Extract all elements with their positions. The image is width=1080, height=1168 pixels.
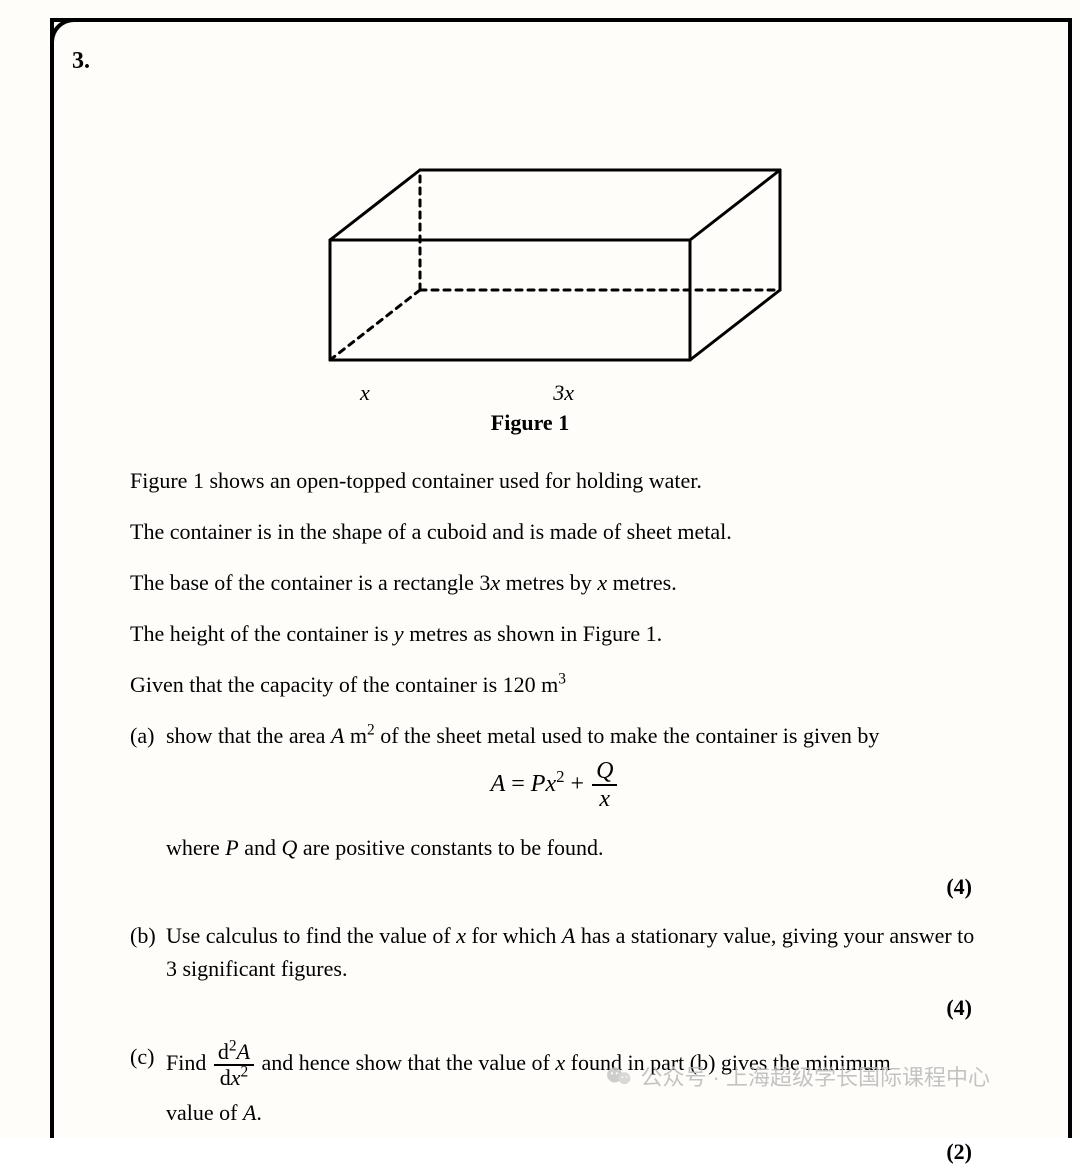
part-a-label: (a) bbox=[130, 719, 166, 752]
page-border-corner bbox=[50, 18, 82, 50]
watermark-text: 公众号 · 上海超级学长国际课程中心 bbox=[640, 1060, 990, 1092]
eqn-eq: = bbox=[511, 771, 531, 797]
wechat-icon bbox=[606, 1063, 632, 1089]
part-c-marks: (2) bbox=[130, 1135, 980, 1168]
part-a-tail: where P and Q are positive constants to … bbox=[130, 831, 980, 864]
part-a-tail-text: where P and Q are positive constants to … bbox=[166, 831, 980, 864]
part-c-derivative: d2A dx2 bbox=[214, 1040, 254, 1090]
eqn-plus: + bbox=[571, 771, 591, 797]
page-border-left bbox=[50, 18, 54, 1138]
eqn-lhs: A bbox=[491, 771, 506, 797]
paragraph-volume: Given that the capacity of the container… bbox=[130, 668, 980, 701]
deriv-den: dx2 bbox=[214, 1066, 254, 1090]
svg-text:x: x bbox=[359, 380, 370, 400]
figure-1: x 3x bbox=[220, 80, 840, 400]
part-a-equation: A = Px2 + Q x bbox=[130, 758, 980, 813]
page-border-top bbox=[50, 18, 1072, 22]
exam-page: 3. x 3x Figure 1 Figure 1 shows an open-t… bbox=[0, 0, 1080, 1138]
eqn-x: x bbox=[545, 771, 556, 797]
part-a-marks: (4) bbox=[130, 870, 980, 903]
question-number: 3. bbox=[72, 48, 90, 75]
part-c-pre: Find bbox=[166, 1050, 212, 1075]
eqn-pow: 2 bbox=[556, 767, 564, 786]
eqn-frac-num: Q bbox=[592, 758, 617, 786]
eqn-frac: Q x bbox=[592, 758, 617, 813]
paragraph-intro-2: The container is in the shape of a cuboi… bbox=[130, 515, 980, 548]
svg-text:3x: 3x bbox=[552, 380, 574, 400]
part-b-label: (b) bbox=[130, 919, 166, 985]
part-c-label: (c) bbox=[130, 1040, 166, 1090]
eqn-P: P bbox=[531, 771, 546, 797]
cuboid-diagram: x 3x bbox=[270, 80, 790, 400]
paragraph-height: The height of the container is y metres … bbox=[130, 617, 980, 650]
part-b: (b) Use calculus to find the value of x … bbox=[130, 919, 980, 985]
part-c-line2: value of A. bbox=[130, 1096, 980, 1129]
paragraph-base: The base of the container is a rectangle… bbox=[130, 566, 980, 599]
eqn-frac-den: x bbox=[592, 786, 617, 812]
part-c-line2-text: value of A. bbox=[166, 1096, 980, 1129]
part-b-body: Use calculus to find the value of x for … bbox=[166, 919, 980, 985]
part-a-body: show that the area A m2 of the sheet met… bbox=[166, 719, 980, 752]
wechat-watermark: 公众号 · 上海超级学长国际课程中心 bbox=[606, 1060, 990, 1092]
page-border-right bbox=[1068, 18, 1072, 1138]
deriv-num: d2A bbox=[214, 1040, 254, 1066]
paragraph-intro-1: Figure 1 shows an open-topped container … bbox=[130, 464, 980, 497]
figure-caption: Figure 1 bbox=[40, 410, 1020, 436]
part-a: (a) show that the area A m2 of the sheet… bbox=[130, 719, 980, 752]
part-b-marks: (4) bbox=[130, 991, 980, 1024]
